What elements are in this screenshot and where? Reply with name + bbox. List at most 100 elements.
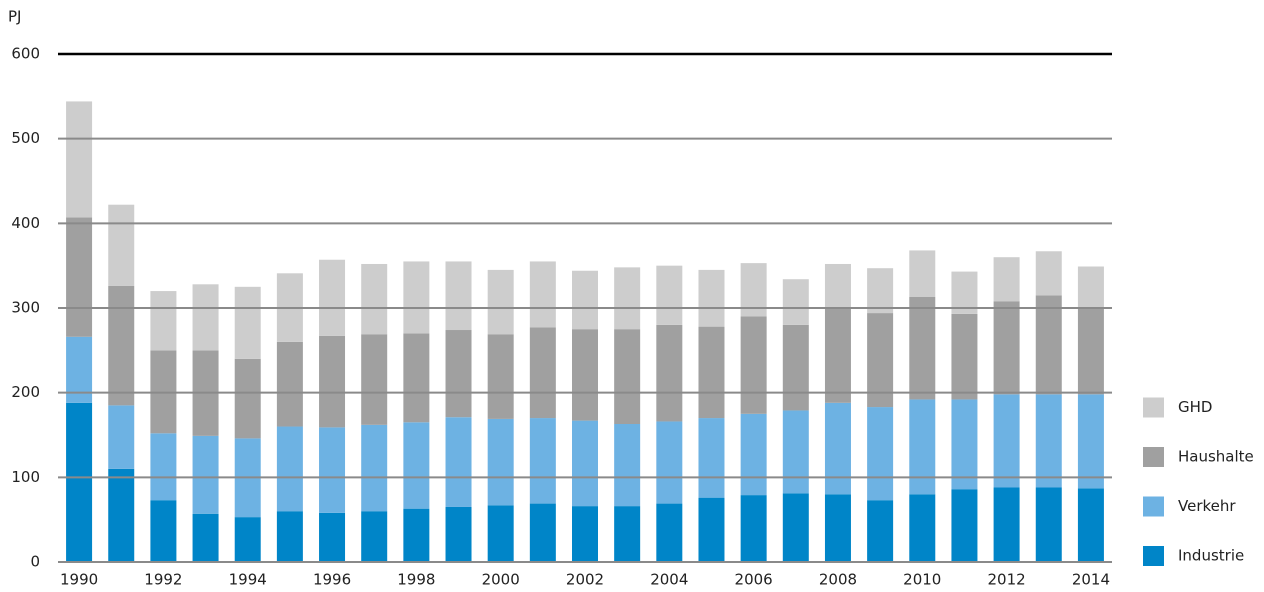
bar-segment [909,399,936,495]
bar-segment [276,511,303,562]
bar-segment [1077,488,1104,562]
bar-segment [529,503,556,562]
x-tick-label: 2010 [903,571,941,589]
bar-segment [66,101,93,218]
bar-segment [656,503,683,562]
bar-segment [909,296,936,400]
bar-segment [445,417,472,507]
bar-segment [403,508,430,562]
bar-segment [909,250,936,297]
bar-segment [319,427,346,513]
bar-segment [614,267,641,330]
x-tick-label: 1992 [144,571,182,589]
bar-segment [445,506,472,562]
bar-segment [1035,251,1062,296]
bar-segment [108,405,135,469]
bar-segment [698,497,725,562]
bar-segment [529,261,556,328]
legend-label: Haushalte [1178,448,1254,466]
bar-segment [867,313,894,408]
bar-segment [234,517,261,562]
bar-segment [993,257,1020,302]
bar-segment [572,420,598,507]
bar-segment [867,268,894,314]
x-tick-label: 1996 [313,571,351,589]
bar-segment [572,506,598,562]
y-tick-label: 0 [30,553,40,571]
bar-segment [572,329,598,421]
bar-segment [276,426,303,512]
bar-segment [529,327,556,419]
bar-segment [319,512,346,562]
bar-segment [867,500,894,562]
bar-segment [614,506,641,562]
bar-segment [656,265,683,325]
x-tick-label: 1998 [397,571,435,589]
bar-segment [951,399,978,490]
bar-segment [656,421,683,504]
bar-segment [572,270,598,330]
bar-segment [740,495,767,562]
bar-segment [150,433,177,501]
bar-segment [1035,394,1062,488]
bar-segment [445,261,472,331]
legend-label: Industrie [1178,547,1244,565]
bar-segment [951,313,978,400]
x-tick-label: 2002 [566,571,604,589]
bar-segment [951,489,978,562]
legend-swatch [1143,397,1164,418]
bar-segment [824,402,851,495]
legend-label: GHD [1178,398,1212,416]
bar-segment [361,511,388,562]
x-tick-label: 2008 [819,571,857,589]
bar-segment [108,285,135,406]
x-tick-label: 2012 [988,571,1026,589]
x-tick-label: 2000 [482,571,520,589]
bar-segment [276,341,303,427]
bar-segment [1077,308,1104,395]
legend-swatch [1143,496,1164,517]
bar-segment [824,494,851,562]
bar-segment [782,324,809,411]
bar-segment [487,418,514,506]
bar-segment [66,217,93,337]
x-tick-label: 1990 [60,571,98,589]
bar-segment [1077,394,1104,489]
bar-segment [951,271,978,314]
bar-segment [698,418,725,498]
bar-segment [909,494,936,562]
bar-segment [192,284,219,351]
bar-segment [529,418,556,504]
legend-label: Verkehr [1178,497,1236,515]
x-tick-label: 2006 [735,571,773,589]
bar-segment [192,513,219,562]
bar-segment [192,435,219,514]
bar-segment [403,261,430,334]
bar-segment [698,269,725,327]
bar-segment [824,263,851,308]
bar-segment [867,407,894,501]
bar-segment [319,335,346,428]
bar-segment [782,279,809,325]
bar-segment [150,291,177,351]
bar-segment [993,487,1020,562]
y-tick-label: 300 [11,299,40,317]
bar-segment [445,330,472,418]
bar-segment [656,324,683,422]
y-axis-label: PJ [8,8,21,26]
bar-segment [108,468,135,562]
y-tick-label: 200 [11,383,40,401]
bar-segment [782,493,809,562]
bar-segment [740,316,767,414]
bar-segment [403,422,430,509]
y-tick-label: 600 [11,45,40,63]
bar-segment [150,500,177,562]
bar-segment [234,358,261,439]
bar-segment [782,410,809,494]
y-tick-label: 500 [11,129,40,147]
legend-swatch [1143,546,1164,566]
bar-segment [698,326,725,419]
bar-segment [824,307,851,403]
bar-segment [487,269,514,335]
